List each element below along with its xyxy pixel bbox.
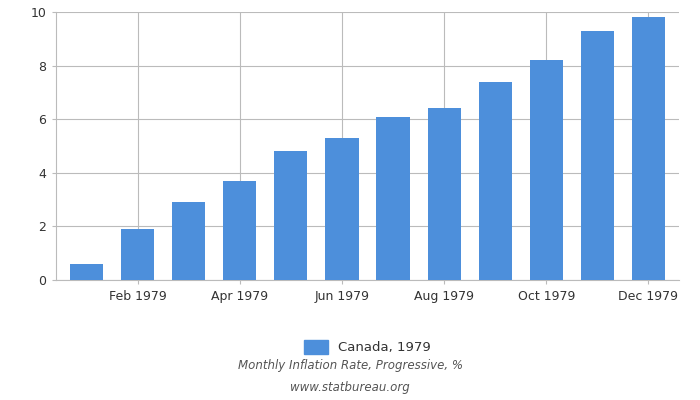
- Bar: [223, 181, 256, 280]
- Bar: [70, 264, 103, 280]
- Bar: [581, 31, 614, 280]
- Bar: [428, 108, 461, 280]
- Bar: [274, 151, 307, 280]
- Bar: [632, 17, 665, 280]
- Bar: [121, 229, 154, 280]
- Legend: Canada, 1979: Canada, 1979: [299, 335, 436, 360]
- Bar: [326, 138, 358, 280]
- Bar: [479, 82, 512, 280]
- Text: www.statbureau.org: www.statbureau.org: [290, 382, 410, 394]
- Bar: [530, 60, 563, 280]
- Text: Monthly Inflation Rate, Progressive, %: Monthly Inflation Rate, Progressive, %: [237, 360, 463, 372]
- Bar: [172, 202, 205, 280]
- Bar: [377, 116, 410, 280]
